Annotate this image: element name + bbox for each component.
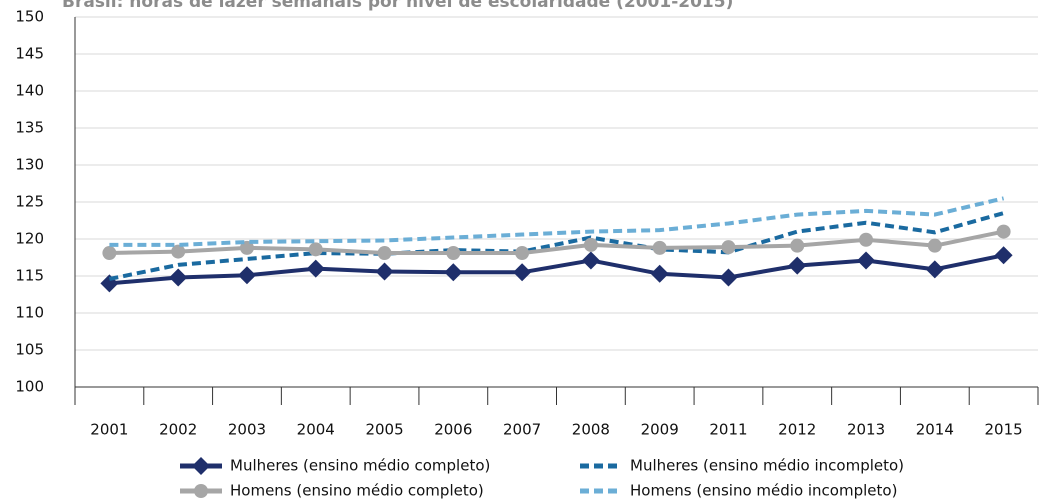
marker: [790, 238, 805, 253]
marker: [650, 264, 669, 283]
y-tick-label: 145: [15, 45, 44, 63]
x-tick-label: 2005: [365, 421, 403, 439]
marker: [102, 246, 117, 261]
x-tick-label: 2002: [159, 421, 197, 439]
marker: [927, 238, 942, 253]
y-tick-label: 110: [15, 304, 44, 322]
marker: [857, 251, 876, 270]
y-tick-label: 100: [15, 378, 44, 396]
x-tick-label: 2008: [572, 421, 610, 439]
marker: [652, 240, 667, 255]
marker: [377, 246, 392, 261]
marker: [239, 240, 254, 255]
x-tick-label: 2007: [503, 421, 541, 439]
x-tick-label: 2015: [985, 421, 1023, 439]
marker: [996, 224, 1011, 239]
line: [109, 196, 1005, 247]
y-tick-label: 150: [15, 8, 44, 26]
x-tick-label: 2011: [709, 421, 747, 439]
marker: [194, 484, 208, 498]
y-tick-label: 105: [15, 341, 44, 359]
marker: [444, 263, 463, 282]
x-tick-label: 2012: [778, 421, 816, 439]
x-tick-label: 2013: [847, 421, 885, 439]
line: [109, 229, 1005, 256]
marker: [859, 232, 874, 247]
chart-title: Brasil: horas de lazer semanais por níve…: [62, 0, 733, 12]
legend-label: Mulheres (ensino médio incompleto): [630, 457, 904, 475]
marker: [169, 268, 188, 287]
line: [108, 211, 1005, 281]
marker: [192, 457, 210, 475]
y-tick-label: 115: [15, 267, 44, 285]
marker: [446, 246, 461, 261]
marker: [994, 246, 1013, 265]
x-tick-label: 2003: [228, 421, 266, 439]
legend-label: Mulheres (ensino médio completo): [230, 457, 490, 475]
y-tick-label: 130: [15, 156, 44, 174]
legend-label: Homens (ensino médio completo): [230, 482, 484, 500]
x-tick-label: 2006: [434, 421, 472, 439]
y-tick-label: 135: [15, 119, 44, 137]
marker: [171, 244, 186, 259]
legend-label: Homens (ensino médio incompleto): [630, 482, 897, 500]
x-tick-label: 2004: [297, 421, 335, 439]
marker: [719, 268, 738, 287]
x-tick-label: 2014: [916, 421, 954, 439]
marker: [237, 266, 256, 285]
y-tick-label: 125: [15, 193, 44, 211]
line: [109, 253, 1005, 286]
marker: [583, 237, 598, 252]
y-tick-label: 140: [15, 82, 44, 100]
marker: [721, 240, 736, 255]
marker: [306, 259, 325, 278]
marker: [515, 246, 530, 261]
marker: [308, 242, 323, 257]
x-tick-label: 2009: [641, 421, 679, 439]
marker: [788, 256, 807, 275]
y-tick-label: 120: [15, 230, 44, 248]
marker: [513, 263, 532, 282]
x-tick-label: 2001: [90, 421, 128, 439]
marker: [581, 251, 600, 270]
marker: [375, 262, 394, 281]
marker: [925, 260, 944, 279]
